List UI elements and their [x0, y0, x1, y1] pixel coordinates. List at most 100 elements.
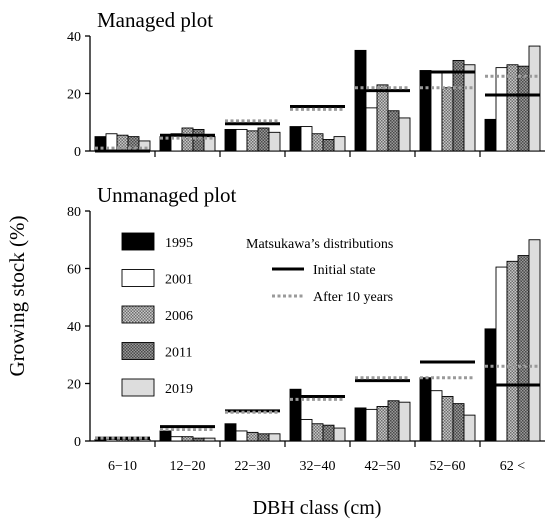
- unmanaged-reference-lines: [95, 360, 540, 440]
- unmanaged-bar-2019-4: [398, 401, 411, 442]
- managed-bar-2001-6: [495, 67, 508, 152]
- managed-bar-2006-3: [311, 133, 324, 152]
- unmanaged-bar-2019-3: [333, 427, 346, 442]
- unmanaged-bar-2019-0: [138, 439, 151, 442]
- unmanaged-y-tick-label: 80: [67, 205, 81, 220]
- managed-bar-2001-2: [235, 128, 248, 152]
- x-category-label-6: 62 <: [500, 459, 526, 474]
- managed-y-tick-label: 40: [67, 30, 81, 45]
- unmanaged-bar-2006-1: [181, 436, 194, 442]
- unmanaged-bar-2019-5: [463, 414, 476, 442]
- unmanaged-bar-2019-2: [268, 433, 281, 442]
- managed-bars: [94, 45, 541, 152]
- unmanaged-bar-2019-6: [528, 239, 541, 442]
- managed-bar-2011-2: [257, 127, 270, 152]
- unmanaged-bar-2019-1: [203, 437, 216, 442]
- unmanaged-bar-2001-0: [105, 439, 118, 442]
- legend-label-1995: 1995: [165, 236, 193, 251]
- x-category-label-5: 52−60: [430, 459, 466, 474]
- managed-bar-2011-5: [452, 59, 465, 152]
- managed-bar-2006-2: [246, 130, 259, 152]
- managed-reference-lines: [95, 70, 540, 153]
- legend-initial-state-label: Initial state: [313, 263, 376, 278]
- managed-bar-2006-4: [376, 84, 389, 152]
- unmanaged-bar-2001-4: [365, 408, 378, 442]
- managed-bar-2001-3: [300, 126, 313, 152]
- x-category-label-3: 32−40: [300, 459, 336, 474]
- unmanaged-bar-2006-5: [441, 395, 454, 442]
- managed-bar-1995-3: [289, 126, 302, 152]
- unmanaged-bar-2011-4: [387, 400, 400, 442]
- managed-bar-2019-5: [463, 64, 476, 152]
- unmanaged-bar-2001-3: [300, 418, 313, 442]
- unmanaged-bar-2011-5: [452, 403, 465, 442]
- unmanaged-bar-2001-6: [495, 266, 508, 442]
- unmanaged-bars: [94, 239, 541, 442]
- unmanaged-bar-2006-6: [506, 260, 519, 442]
- unmanaged-bar-2011-2: [257, 433, 270, 442]
- legend-label-2001: 2001: [165, 273, 193, 288]
- managed-plot-panel: Managed plot 0 20 40: [67, 8, 545, 160]
- unmanaged-bar-2006-3: [311, 423, 324, 442]
- managed-bar-2019-6: [528, 45, 541, 152]
- unmanaged-y-tick-label: 20: [67, 378, 81, 393]
- unmanaged-bar-2011-1: [192, 437, 205, 442]
- managed-bar-2011-4: [387, 110, 400, 152]
- unmanaged-plot-panel: Unmanaged plot 0 20 40 60 80 6−10 12−20 22−30 3…: [67, 183, 545, 474]
- managed-bar-2011-1: [192, 128, 205, 152]
- managed-bar-2001-5: [430, 71, 443, 152]
- legend-reference-title: Matsukawa’s distributions: [246, 237, 393, 252]
- managed-bar-1995-2: [224, 128, 237, 152]
- x-category-label-4: 42−50: [365, 459, 401, 474]
- unmanaged-y-tick-label: 60: [67, 263, 81, 278]
- managed-bar-2019-4: [398, 117, 411, 152]
- unmanaged-bar-2006-4: [376, 406, 389, 442]
- managed-bar-2006-5: [441, 87, 454, 152]
- legend-after-10-years-label: After 10 years: [313, 290, 393, 305]
- legend-swatch-1995: [121, 232, 155, 251]
- legend-label-2011: 2011: [165, 346, 192, 361]
- y-axis-label: Growing stock (%): [5, 216, 29, 377]
- legend-swatch-2006: [121, 305, 155, 324]
- unmanaged-bar-2001-5: [430, 390, 443, 442]
- unmanaged-bar-2011-3: [322, 424, 335, 442]
- managed-y-ticks: 0 20 40: [67, 30, 481, 160]
- unmanaged-bar-2001-2: [235, 430, 248, 442]
- legend: 1995 2001 2006 2011 2019 Matsukawa’s distrib…: [121, 232, 393, 397]
- unmanaged-bar-1995-2: [224, 423, 237, 442]
- unmanaged-bar-2011-6: [517, 255, 530, 442]
- x-axis-label: DBH class (cm): [253, 497, 382, 519]
- managed-bar-2019-2: [268, 131, 281, 152]
- unmanaged-bar-1995-3: [289, 388, 302, 442]
- managed-bar-1995-4: [354, 49, 367, 152]
- managed-bar-2019-3: [333, 136, 346, 152]
- legend-swatch-2001: [121, 269, 155, 287]
- unmanaged-bar-2011-0: [127, 439, 140, 442]
- unmanaged-bar-2006-2: [246, 431, 259, 442]
- unmanaged-bar-1995-4: [354, 407, 367, 442]
- x-category-label-2: 22−30: [235, 459, 271, 474]
- legend-label-2006: 2006: [165, 309, 193, 324]
- unmanaged-bar-2006-0: [116, 439, 129, 442]
- unmanaged-y-tick-label: 0: [74, 435, 81, 450]
- managed-bar-2001-4: [365, 107, 378, 152]
- legend-swatch-2011: [121, 342, 155, 360]
- managed-panel-title: Managed plot: [97, 8, 213, 32]
- managed-bar-1995-6: [484, 118, 497, 152]
- legend-label-2019: 2019: [165, 382, 193, 397]
- unmanaged-bar-2001-1: [170, 436, 183, 442]
- unmanaged-bar-1995-0: [94, 439, 107, 442]
- x-category-labels: 6−10 12−20 22−30 32−40 42−50 52−60 62 <: [108, 459, 525, 474]
- legend-swatch-2019: [121, 378, 155, 397]
- managed-bar-1995-5: [419, 70, 432, 152]
- unmanaged-y-tick-label: 40: [67, 320, 81, 335]
- managed-bar-2011-6: [517, 65, 530, 152]
- managed-bar-2011-3: [322, 139, 335, 152]
- unmanaged-bar-1995-5: [419, 377, 432, 442]
- managed-y-tick-label: 20: [67, 88, 81, 103]
- x-category-label-0: 6−10: [108, 459, 137, 474]
- unmanaged-bar-1995-1: [159, 430, 172, 442]
- x-category-label-1: 12−20: [170, 459, 206, 474]
- unmanaged-y-ticks: 0 20 40 60 80: [67, 205, 481, 450]
